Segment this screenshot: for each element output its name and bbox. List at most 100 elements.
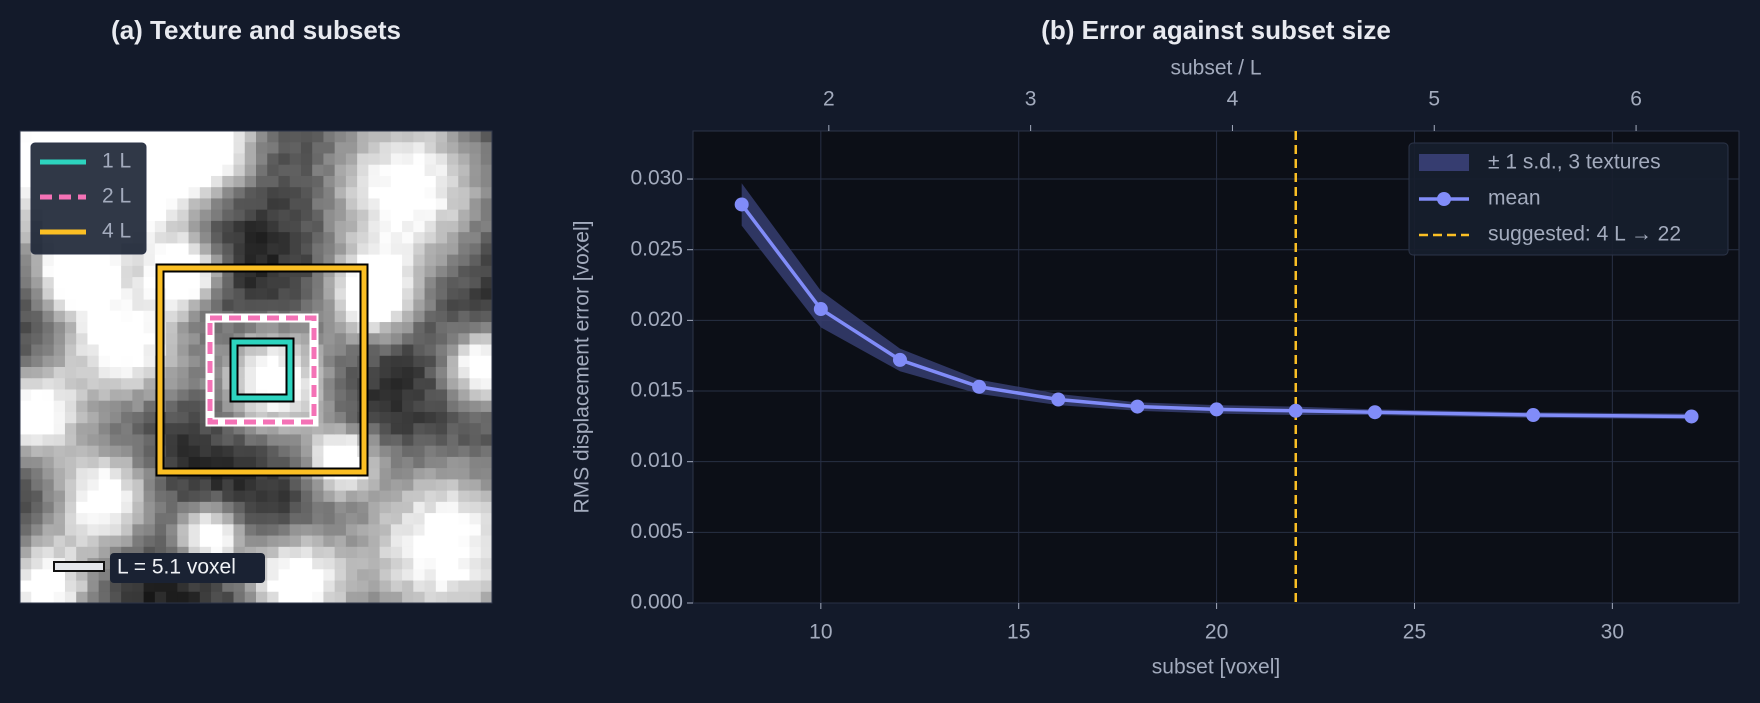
texture-pixel [390,198,403,211]
texture-pixel [76,423,88,435]
texture-pixel [447,456,459,469]
texture-pixel [334,175,347,188]
texture-pixel [357,490,369,503]
texture-pixel [469,175,482,188]
texture-pixel [76,535,88,548]
texture-pixel [267,479,279,492]
texture-pixel [233,288,246,301]
texture-pixel [447,142,459,154]
texture-pixel [132,445,145,458]
texture-pixel [267,558,279,570]
texture-pixel [211,490,223,503]
texture-pixel [390,187,403,199]
texture-pixel [87,569,100,582]
texture-pixel [222,153,235,166]
texture-pixel [368,468,381,480]
texture-pixel [20,423,32,435]
texture-pixel [132,456,145,469]
texture-pixel [211,546,223,559]
texture-pixel [256,367,268,379]
texture-pixel [447,333,459,346]
texture-pixel [132,131,145,143]
texture-pixel [20,434,32,447]
texture-pixel [458,535,471,548]
texture-pixel [109,367,122,379]
x-tick-label: 15 [1007,621,1030,644]
texture-pixel [413,310,426,323]
texture-pixel [211,456,223,469]
texture-pixel [211,591,223,604]
texture-pixel [64,569,77,582]
y-tick-label: 0.010 [630,449,683,472]
texture-pixel [368,535,381,548]
texture-pixel [132,254,145,267]
texture-pixel [64,378,77,390]
texture-pixel [121,535,133,548]
texture-pixel [166,535,178,548]
texture-pixel [413,367,426,379]
texture-pixel [413,569,426,582]
texture-pixel [312,513,324,525]
texture-pixel [278,164,291,177]
texture-pixel [20,333,32,346]
texture-pixel [166,513,178,525]
texture-pixel [199,153,212,166]
texture-pixel [368,322,381,334]
y-tick-label: 0.020 [630,308,683,331]
texture-pixel [480,265,493,278]
texture-pixel [413,198,426,211]
texture-pixel [402,153,414,166]
y-tick-label: 0.005 [630,520,683,543]
texture-pixel [458,153,471,166]
texture-pixel [188,490,201,503]
texture-pixel [435,187,448,199]
texture-pixel [222,232,235,244]
texture-pixel [402,468,414,480]
texture-pixel [267,445,279,458]
texture-pixel [458,344,471,357]
texture-pixel [42,344,55,357]
texture-pixel [312,580,324,593]
texture-pixel [368,490,381,503]
texture-pixel [390,479,403,492]
texture-pixel [211,580,223,593]
texture-pixel [98,367,111,379]
texture-pixel [345,558,358,570]
texture-pixel [458,131,471,143]
texture-pixel [42,254,55,267]
texture-pixel [256,175,268,188]
texture-pixel [256,513,268,525]
texture-pixel [447,479,459,492]
texture-pixel [233,344,246,357]
texture-pixel [390,378,403,390]
texture-pixel [166,445,178,458]
texture-pixel [312,524,324,537]
texture-pixel [345,142,358,154]
texture-pixel [413,355,426,368]
texture-pixel [469,355,482,368]
texture-pixel [357,558,369,570]
texture-pixel [424,546,437,559]
texture-pixel [199,524,212,537]
texture-pixel [413,580,426,593]
legend-box [30,142,147,255]
texture-pixel [31,299,43,312]
x-tick-label: 25 [1403,621,1426,644]
texture-pixel [424,310,437,323]
texture-pixel [267,580,279,593]
texture-pixel [334,558,347,570]
texture-pixel [424,175,437,188]
texture-pixel [413,288,426,301]
texture-pixel [379,535,392,548]
texture-pixel [244,445,257,458]
texture-pixel [143,254,156,267]
texture-pixel [368,220,381,233]
texture-pixel [222,434,235,447]
texture-pixel [458,288,471,301]
texture-pixel [368,175,381,188]
texture-pixel [278,400,291,413]
texture-pixel [31,423,43,435]
texture-pixel [42,569,55,582]
texture-pixel [222,580,235,593]
texture-pixel [121,378,133,390]
